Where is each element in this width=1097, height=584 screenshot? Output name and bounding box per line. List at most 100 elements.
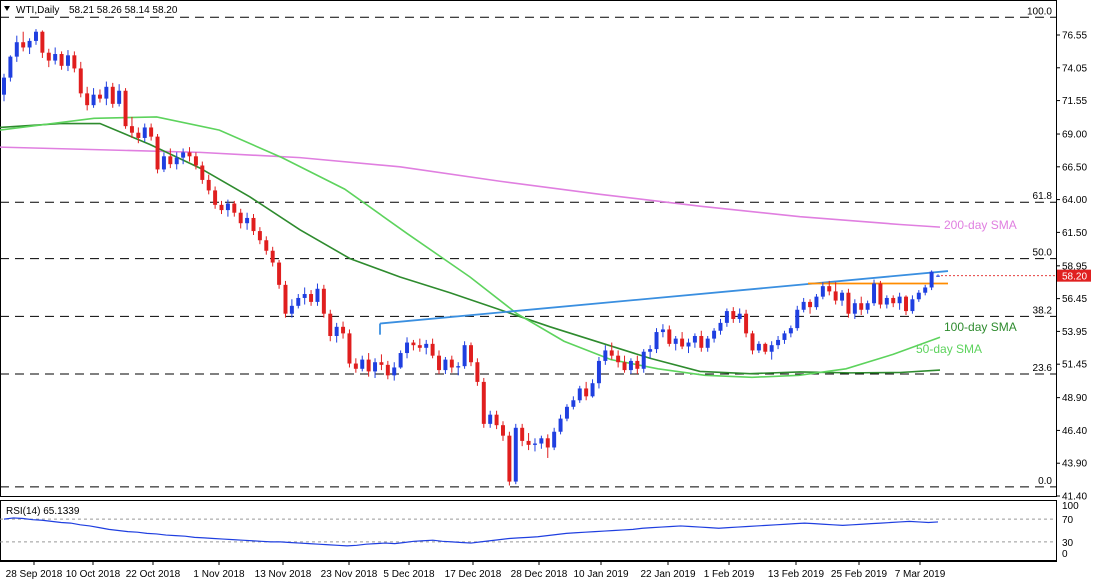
candle-body — [904, 296, 908, 312]
candle — [782, 330, 787, 344]
candle — [724, 308, 729, 327]
candle-body — [123, 90, 128, 127]
candle-body — [616, 355, 621, 363]
candle-body — [373, 362, 378, 372]
candle-body — [200, 165, 205, 180]
candle — [705, 335, 710, 352]
candle — [558, 414, 563, 435]
candle-body — [161, 156, 166, 170]
price-tick-label: 69.00 — [1062, 130, 1087, 141]
candle — [475, 358, 480, 386]
candle — [513, 423, 518, 485]
candle-body — [744, 313, 749, 334]
candle-body — [91, 94, 96, 106]
candle — [347, 329, 352, 368]
candle-body — [334, 326, 339, 336]
sma100-line — [0, 122, 941, 375]
candle — [302, 287, 307, 305]
candle — [213, 186, 218, 209]
candle — [801, 297, 806, 313]
candle — [833, 282, 838, 305]
candle — [449, 355, 454, 373]
candle — [769, 341, 774, 360]
candle — [72, 51, 77, 73]
candle-body — [78, 68, 83, 94]
candle — [699, 330, 704, 352]
candle-body — [193, 156, 198, 166]
candle-body — [21, 42, 26, 48]
main-panel-frame — [0, 0, 1057, 497]
candle-body — [622, 362, 627, 371]
candle-body — [846, 292, 851, 314]
ohlc-values: 58.21 58.26 58.14 58.20 — [69, 5, 178, 16]
candle — [430, 338, 435, 359]
candle-body — [833, 291, 838, 301]
candle-body — [571, 400, 576, 407]
candle-body — [213, 190, 218, 205]
rsi-tick-label: 30 — [1062, 538, 1074, 549]
candle — [34, 29, 38, 45]
date-tick-label: 23 Nov 2018 — [321, 569, 378, 580]
date-tick-label: 13 Nov 2018 — [255, 569, 312, 580]
candle — [193, 152, 198, 170]
date-tick-label: 28 Dec 2018 — [511, 569, 568, 580]
candle-body — [596, 360, 601, 384]
candle — [161, 152, 166, 173]
candle-body — [910, 299, 915, 312]
candle-body — [795, 309, 800, 329]
candle — [840, 290, 845, 306]
candle — [884, 295, 889, 309]
last-price-label: 58.20 — [1062, 272, 1087, 283]
candle-body — [712, 330, 717, 339]
candle — [776, 335, 781, 350]
candle — [929, 270, 934, 291]
candle-body — [168, 156, 173, 165]
candle — [289, 299, 294, 318]
candle — [245, 212, 250, 230]
candle-body — [270, 250, 275, 263]
candle-body — [475, 362, 480, 382]
candle-body — [104, 86, 109, 99]
candle — [379, 354, 384, 371]
candle-body — [14, 42, 19, 57]
candle-body — [603, 350, 608, 361]
candle-body — [782, 333, 787, 340]
candle-body — [763, 343, 768, 352]
candle — [596, 356, 601, 389]
candle-body — [360, 359, 365, 369]
candle — [46, 48, 51, 68]
candle — [712, 328, 717, 343]
candle-body — [737, 313, 742, 319]
price-tick-label: 64.00 — [1062, 195, 1087, 206]
candle-body — [692, 335, 697, 343]
candle — [814, 294, 819, 310]
candle — [136, 127, 141, 144]
candle-body — [731, 311, 736, 319]
candle — [852, 299, 857, 319]
candle — [309, 290, 314, 306]
candle — [97, 89, 102, 103]
collapse-triangle-icon[interactable] — [4, 6, 10, 11]
candle — [91, 88, 96, 108]
candle — [648, 345, 653, 359]
candle — [437, 350, 441, 375]
candle — [923, 284, 928, 296]
candle — [14, 35, 19, 62]
candle-body — [469, 345, 473, 363]
candle — [609, 342, 614, 360]
candle — [891, 295, 896, 308]
candle-body — [398, 353, 403, 368]
candle-body — [590, 383, 595, 397]
price-tick-label: 74.05 — [1062, 63, 1087, 74]
candle — [405, 337, 410, 359]
candle — [219, 200, 224, 215]
candle — [174, 152, 179, 170]
fib-label-61.8: 61.8 — [1033, 191, 1053, 202]
candle — [865, 300, 870, 314]
sma50-label: 50-day SMA — [916, 342, 982, 356]
candle — [737, 308, 742, 323]
date-tick-label: 10 Jan 2019 — [573, 569, 628, 580]
price-tick-label: 61.50 — [1062, 228, 1087, 239]
rsi-line — [3, 517, 939, 547]
